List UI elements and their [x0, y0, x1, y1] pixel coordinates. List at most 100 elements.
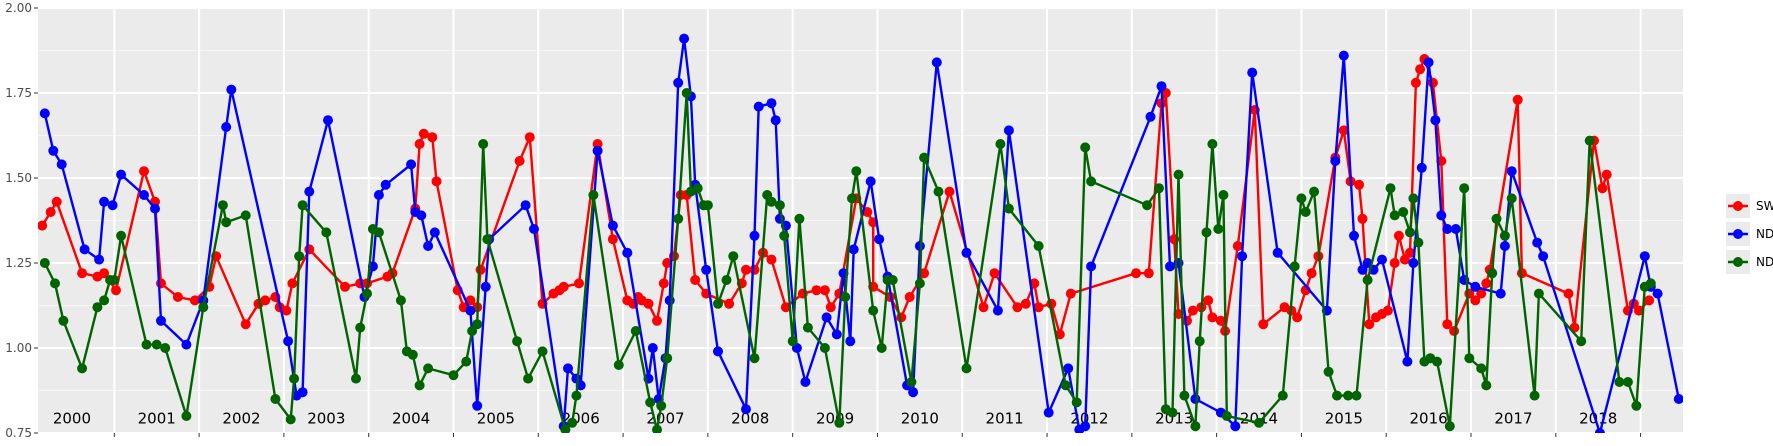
y-tick-label: 1.00: [5, 341, 32, 355]
data-point-ndwi: [294, 251, 305, 262]
data-point-swir: [574, 278, 584, 289]
data-point-ndwi: [1491, 213, 1502, 224]
year-label: 2017: [1494, 409, 1532, 427]
legend-key-point: [1733, 201, 1743, 211]
data-point-ndwi: [681, 88, 692, 98]
data-point-ndvi: [741, 404, 751, 415]
data-point-swir: [1393, 230, 1404, 241]
data-point-ndwi: [1296, 193, 1307, 204]
data-point-ndwi: [478, 139, 489, 149]
data-point-ndvi: [1430, 115, 1441, 126]
data-point-ndwi: [673, 213, 684, 224]
data-point-ndwi: [1576, 336, 1587, 347]
data-point-ndwi: [1332, 390, 1342, 401]
data-point-swir: [111, 285, 121, 296]
data-point-ndvi: [1080, 421, 1091, 432]
data-point-ndvi: [831, 329, 842, 340]
data-point-ndwi: [1529, 390, 1540, 401]
data-point-ndvi: [99, 196, 110, 207]
data-point-ndwi: [1323, 366, 1334, 377]
data-point-swir: [287, 278, 298, 289]
data-point-swir: [431, 176, 442, 187]
data-point-ndwi: [961, 363, 972, 374]
legend-key-point: [1733, 257, 1743, 267]
data-point-ndwi: [851, 166, 862, 177]
data-point-ndwi: [847, 193, 857, 204]
data-point-swir: [658, 278, 669, 289]
data-point-swir: [1449, 326, 1460, 336]
data-point-ndwi: [1179, 390, 1190, 401]
data-point-swir: [51, 196, 62, 207]
data-point-swir: [690, 275, 701, 285]
data-point-ndvi: [94, 254, 105, 265]
data-point-ndwi: [1389, 210, 1400, 221]
data-point-ndvi: [1156, 81, 1167, 92]
data-point-ndvi: [150, 203, 160, 214]
data-point-swir: [475, 264, 486, 275]
data-point-ndwi: [537, 346, 548, 357]
data-point-ndwi: [1142, 200, 1153, 211]
data-point-ndvi: [529, 224, 539, 234]
data-point-swir: [1633, 305, 1644, 316]
data-point-ndwi: [840, 292, 851, 302]
data-point-ndvi: [1402, 356, 1413, 367]
data-point-swir: [1405, 247, 1415, 258]
data-point-swir: [1364, 319, 1375, 330]
data-point-ndwi: [297, 200, 308, 211]
data-point-swir: [1338, 125, 1349, 136]
data-point-ndwi: [1459, 183, 1470, 194]
data-point-ndwi: [151, 339, 162, 350]
data-point-ndwi: [728, 251, 739, 262]
data-point-ndvi: [465, 305, 476, 316]
data-point-ndwi: [1405, 227, 1415, 238]
data-point-ndvi: [226, 84, 237, 95]
data-point-swir: [1382, 305, 1393, 316]
data-point-ndwi: [1289, 261, 1300, 272]
data-point-ndwi: [1154, 183, 1164, 194]
data-point-swir: [1470, 295, 1481, 306]
data-point-swir: [1476, 288, 1487, 299]
data-point-ndvi: [520, 200, 531, 211]
data-point-ndwi: [395, 295, 406, 306]
data-point-ndvi: [1416, 162, 1427, 173]
data-point-ndvi: [1532, 237, 1543, 248]
data-point-ndwi: [1385, 183, 1396, 194]
data-point-ndvi: [1495, 288, 1506, 299]
data-point-ndvi: [563, 363, 573, 374]
data-point-ndwi: [116, 230, 127, 241]
data-point-ndwi: [1432, 356, 1443, 367]
data-point-ndwi: [766, 196, 777, 207]
data-point-swir: [514, 156, 525, 166]
data-point-ndwi: [467, 326, 478, 336]
data-point-ndwi: [567, 417, 578, 428]
data-point-ndvi: [749, 230, 760, 241]
data-point-ndwi: [141, 339, 152, 350]
data-point-ndwi: [1351, 390, 1362, 401]
year-label: 2002: [222, 409, 260, 427]
data-point-ndwi: [1060, 380, 1071, 391]
data-point-ndwi: [1190, 421, 1201, 432]
data-point-ndwi: [160, 343, 171, 353]
data-point-ndwi: [645, 397, 656, 408]
data-point-ndwi: [868, 305, 879, 316]
data-point-ndvi: [39, 108, 50, 119]
data-point-ndwi: [1003, 203, 1014, 214]
data-point-ndwi: [1218, 190, 1229, 200]
data-point-ndwi: [914, 278, 925, 289]
data-point-swir: [1131, 268, 1142, 279]
data-point-ndvi: [673, 77, 684, 88]
data-point-ndwi: [181, 411, 192, 421]
data-point-ndwi: [876, 343, 887, 353]
data-point-ndvi: [1086, 261, 1097, 272]
data-point-ndwi: [919, 152, 930, 163]
data-point-swir: [1597, 183, 1608, 194]
data-point-ndvi: [1247, 67, 1258, 78]
data-point-ndvi: [283, 336, 294, 347]
data-point-ndvi: [845, 336, 856, 347]
data-point-ndwi: [289, 373, 300, 384]
year-label: 2015: [1325, 409, 1363, 427]
data-point-swir: [1389, 258, 1400, 268]
data-point-swir: [825, 302, 836, 313]
data-point-ndvi: [701, 264, 712, 275]
